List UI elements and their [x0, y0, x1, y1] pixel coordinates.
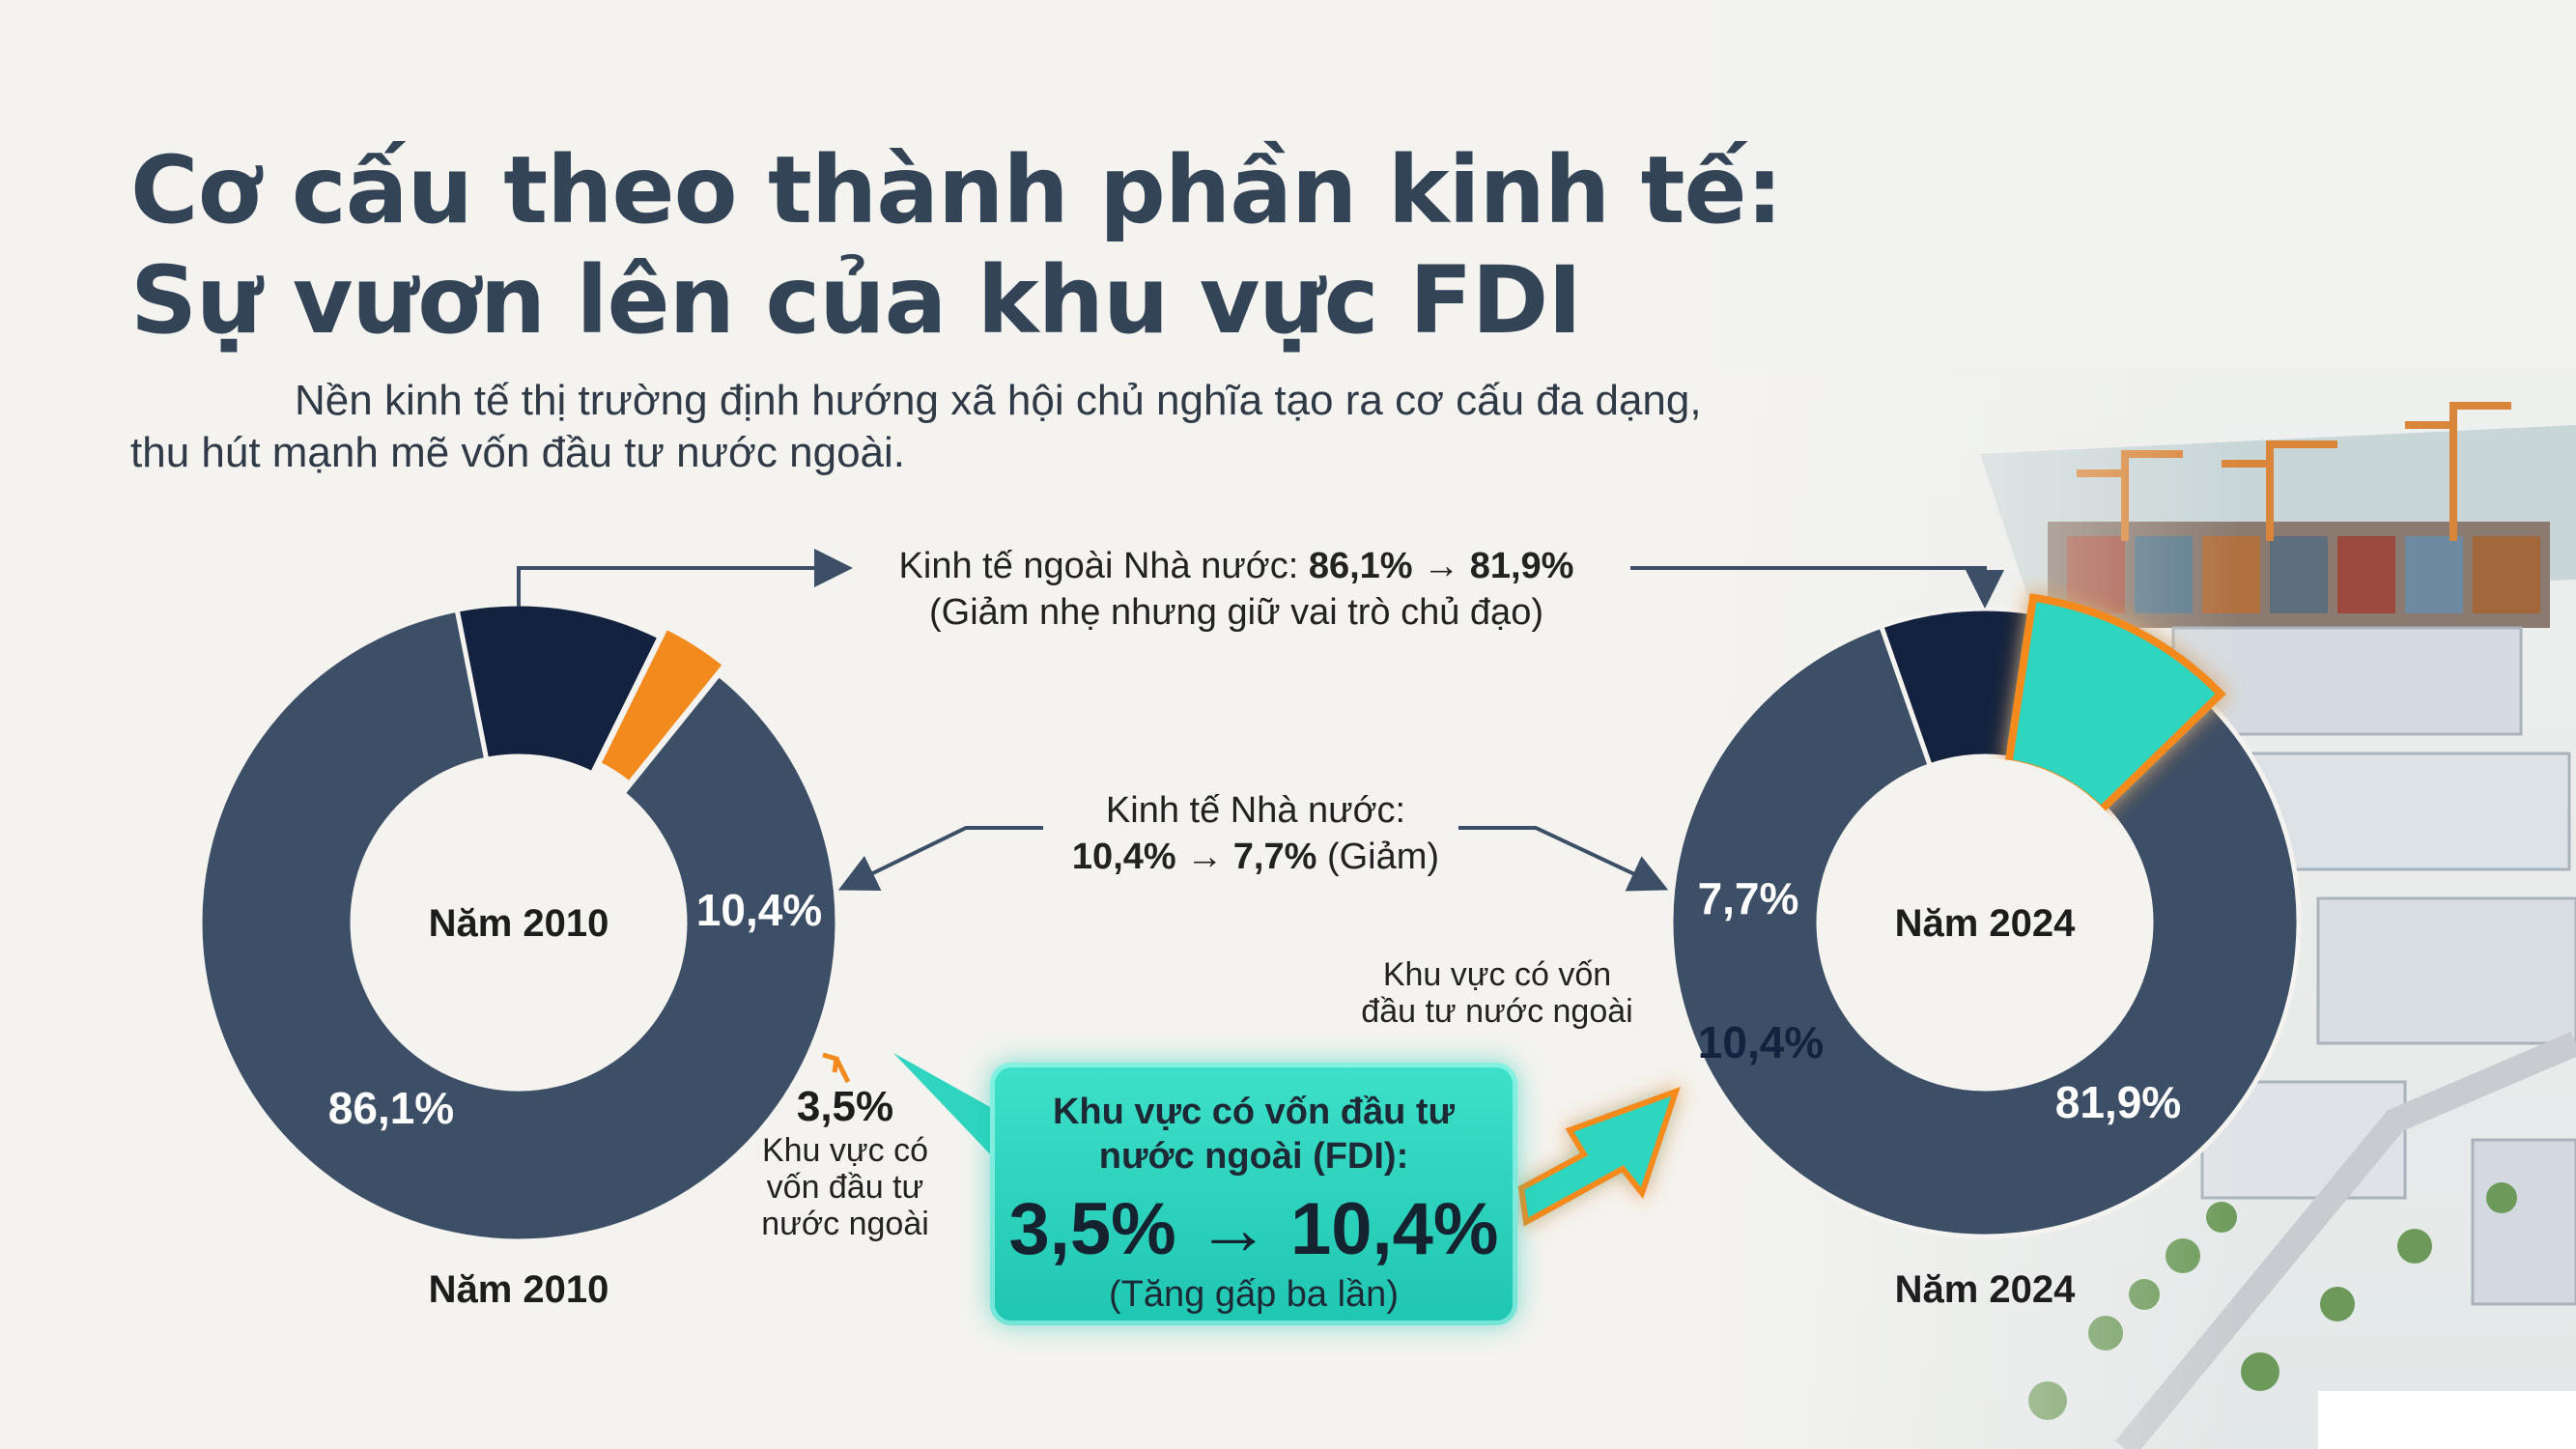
fdi-2010-value: 3,5% — [796, 1083, 894, 1130]
callout-title: Khu vực có vốn đầu tư nước ngoài (FDI): — [1052, 1092, 1456, 1177]
slice-năm-2010-2 — [595, 623, 729, 787]
slice-năm-2010-0 — [197, 607, 840, 1244]
non-state-arrow-right — [1630, 566, 2004, 609]
donut-year-label: Năm 2010 — [429, 1268, 609, 1311]
donut-center-label: Năm 2010 — [429, 902, 609, 945]
donut-hole — [354, 758, 683, 1087]
state-note: (Giảm) — [1316, 837, 1440, 877]
fdi-callout: Khu vực có vốn đầu tư nước ngoài (FDI): … — [990, 1063, 1517, 1325]
non-state-values: 86,1% → 81,9% — [1308, 546, 1574, 586]
non-state-label: Kinh tế ngoài Nhà nước: — [898, 546, 1309, 586]
state-arrow-left — [837, 826, 1043, 891]
callout-note: (Tăng gấp ba lần) — [1109, 1274, 1399, 1315]
callout-value: 3,5% → 10,4% — [1008, 1188, 1499, 1270]
fdi-small-arrow — [822, 1052, 851, 1084]
fdi-2024-annotation: Khu vực có vốn đầu tư nước ngoài — [1361, 956, 1633, 1030]
donut-hole — [1821, 758, 2149, 1087]
state-label: Kinh tế Nhà nước: — [1105, 790, 1406, 831]
page-title: Cơ cấu theo thành phần kinh tế: Sự vươn … — [130, 135, 1783, 355]
slice-value-label: 7,7% — [1698, 873, 1799, 923]
slice-value-label: 10,4% — [1698, 1017, 1824, 1067]
page-subtitle: Nền kinh tế thị trường định hướng xã hội… — [130, 377, 1702, 476]
corner-block — [2318, 1391, 2576, 1449]
donut-year-label: Năm 2024 — [1895, 1268, 2077, 1311]
non-state-arrow-left — [517, 549, 853, 607]
state-values: 10,4% → 7,7% — [1071, 837, 1317, 877]
title-line-1: Cơ cấu theo thành phần kinh tế: — [130, 136, 1783, 244]
donut-2010: Năm 2010 Năm 2010 86,1% 10,4% — [197, 601, 840, 1311]
state-annotation: Kinh tế Nhà nước: 10,4% → 7,7% (Giảm) — [1014, 787, 1497, 880]
fdi-2010-label: Khu vực có vốn đầu tư nước ngoài — [761, 1132, 929, 1242]
state-arrow-right — [1458, 826, 1669, 892]
callout-tail — [893, 1053, 1014, 1159]
slice-value-label: 81,9% — [2055, 1077, 2181, 1127]
slice-năm-2024-0 — [1668, 622, 2302, 1239]
slice-value-label: 10,4% — [696, 885, 822, 935]
fdi-2010-annotation: 3,5% Khu vực có vốn đầu tư nước ngoài — [734, 1082, 956, 1242]
donut-center-label: Năm 2024 — [1895, 902, 2077, 945]
non-state-note: (Giảm nhẹ nhưng giữ vai trò chủ đạo) — [929, 592, 1543, 633]
donut-2024: Năm 2024 Năm 2024 81,9% 7,7% 10,4% — [1668, 593, 2302, 1311]
non-state-annotation: Kinh tế ngoài Nhà nước: 86,1% → 81,9% (G… — [840, 543, 1632, 636]
fdi-growth-arrow — [1517, 1087, 1681, 1227]
title-line-2: Sự vươn lên của khu vực FDI — [130, 246, 1582, 355]
slice-value-label: 86,1% — [328, 1083, 454, 1133]
